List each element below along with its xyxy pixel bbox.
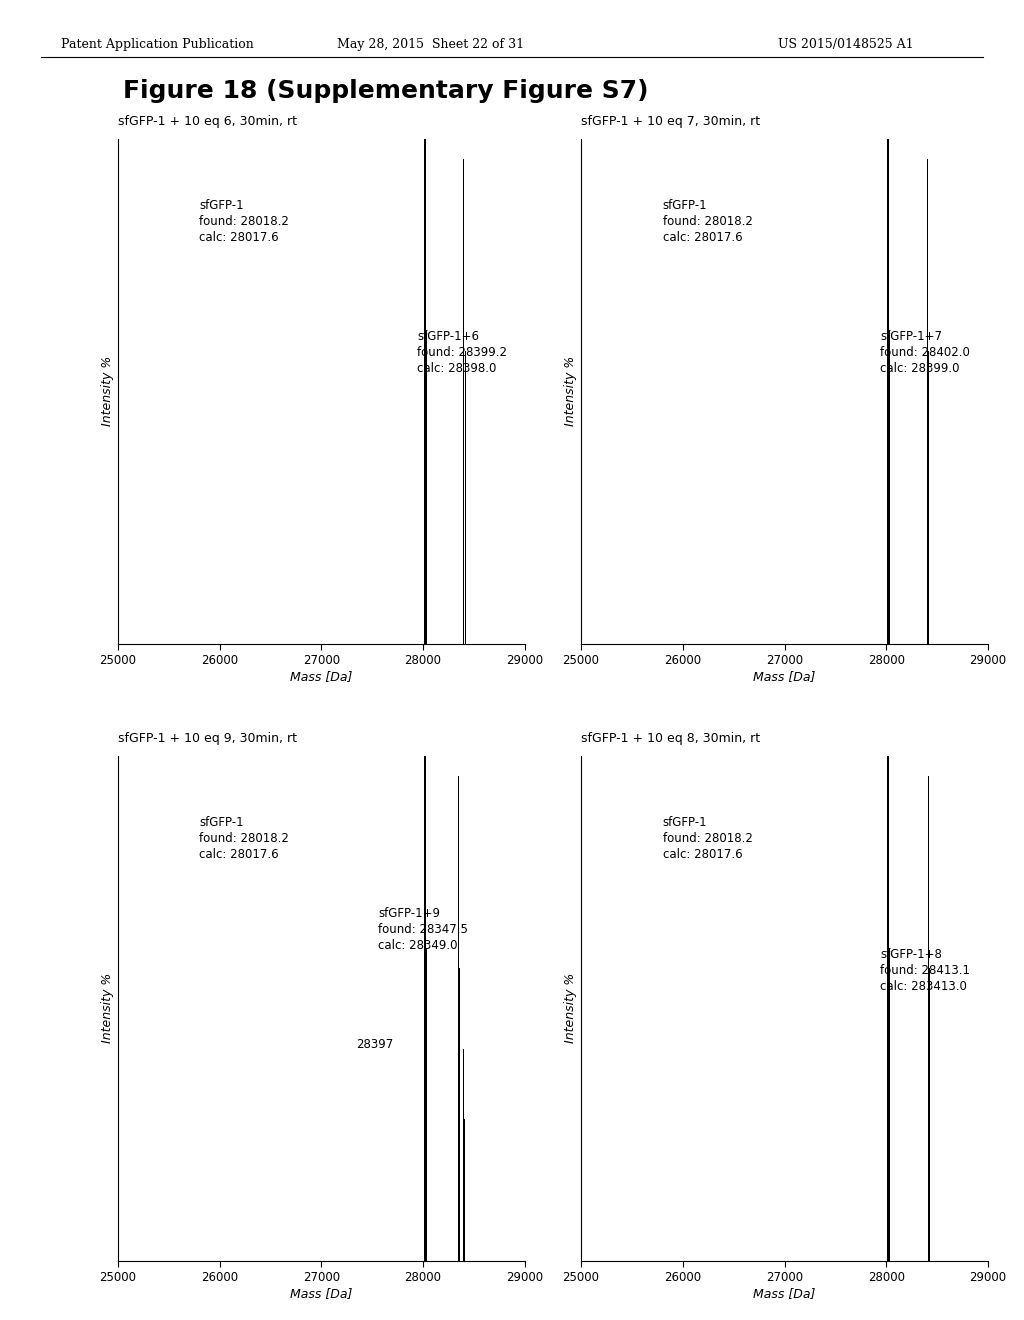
Text: sfGFP-1
found: 28018.2
calc: 28017.6: sfGFP-1 found: 28018.2 calc: 28017.6 <box>663 199 753 244</box>
X-axis label: Mass [Da]: Mass [Da] <box>754 1287 816 1300</box>
X-axis label: Mass [Da]: Mass [Da] <box>290 1287 352 1300</box>
Text: sfGFP-1 + 10 eq 9, 30min, rt: sfGFP-1 + 10 eq 9, 30min, rt <box>118 733 297 744</box>
Text: 28397: 28397 <box>356 1039 393 1052</box>
Text: sfGFP-1+6
found: 28399.2
calc: 28398.0: sfGFP-1+6 found: 28399.2 calc: 28398.0 <box>417 330 507 375</box>
Y-axis label: Intensity %: Intensity % <box>100 356 114 426</box>
Y-axis label: Intensity %: Intensity % <box>564 356 577 426</box>
Text: US 2015/0148525 A1: US 2015/0148525 A1 <box>778 38 913 51</box>
Text: Patent Application Publication: Patent Application Publication <box>61 38 254 51</box>
Bar <box>463 158 465 644</box>
Text: sfGFP-1+9
found: 28347.5
calc: 28349.0: sfGFP-1+9 found: 28347.5 calc: 28349.0 <box>378 907 468 952</box>
Bar <box>888 139 889 644</box>
Bar <box>458 776 459 1261</box>
Bar <box>424 755 426 1261</box>
Text: sfGFP-1 + 10 eq 8, 30min, rt: sfGFP-1 + 10 eq 8, 30min, rt <box>582 733 760 744</box>
Text: sfGFP-1 + 10 eq 7, 30min, rt: sfGFP-1 + 10 eq 7, 30min, rt <box>582 115 760 128</box>
Bar <box>927 158 928 644</box>
Text: sfGFP-1
found: 28018.2
calc: 28017.6: sfGFP-1 found: 28018.2 calc: 28017.6 <box>199 816 289 861</box>
Text: May 28, 2015  Sheet 22 of 31: May 28, 2015 Sheet 22 of 31 <box>337 38 523 51</box>
Bar <box>928 776 929 1261</box>
Bar <box>424 139 426 644</box>
Text: Figure 18 (Supplementary Figure S7): Figure 18 (Supplementary Figure S7) <box>123 79 648 103</box>
Text: sfGFP-1+8
found: 28413.1
calc: 283413.0: sfGFP-1+8 found: 28413.1 calc: 283413.0 <box>881 948 971 993</box>
X-axis label: Mass [Da]: Mass [Da] <box>754 669 816 682</box>
Text: sfGFP-1+7
found: 28402.0
calc: 28399.0: sfGFP-1+7 found: 28402.0 calc: 28399.0 <box>881 330 970 375</box>
Text: sfGFP-1
found: 28018.2
calc: 28017.6: sfGFP-1 found: 28018.2 calc: 28017.6 <box>663 816 753 861</box>
Text: sfGFP-1
found: 28018.2
calc: 28017.6: sfGFP-1 found: 28018.2 calc: 28017.6 <box>199 199 289 244</box>
Y-axis label: Intensity %: Intensity % <box>100 973 114 1043</box>
Bar <box>888 755 889 1261</box>
Y-axis label: Intensity %: Intensity % <box>564 973 577 1043</box>
Text: sfGFP-1 + 10 eq 6, 30min, rt: sfGFP-1 + 10 eq 6, 30min, rt <box>118 115 297 128</box>
X-axis label: Mass [Da]: Mass [Da] <box>290 669 352 682</box>
